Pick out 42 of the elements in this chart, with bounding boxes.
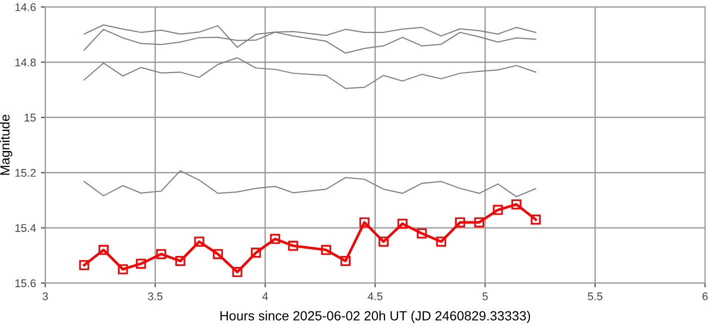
- point: [378, 236, 389, 247]
- line-series: [84, 28, 536, 54]
- point: [232, 267, 242, 278]
- point: [511, 199, 522, 210]
- point: [270, 234, 280, 244]
- point: [530, 214, 541, 225]
- point: [118, 264, 128, 274]
- y-tick-label: 15.4: [15, 224, 36, 232]
- y-tick-label: 15: [24, 114, 36, 122]
- line-series: [84, 170, 536, 198]
- point: [492, 204, 503, 215]
- x-tick-label: 6: [702, 292, 708, 300]
- y-tick-label: 15.2: [15, 168, 36, 177]
- y-tick-label: 15.6: [15, 279, 36, 288]
- y-tick-label: 14.6: [15, 3, 36, 12]
- point: [194, 236, 204, 247]
- point: [474, 217, 484, 228]
- point: [455, 217, 466, 228]
- x-axis-title: Hours since 2025-06-02 20h UT (JD 2460829.33333): [220, 310, 530, 324]
- line-series: [84, 57, 536, 89]
- x-tick-label: 5.5: [588, 292, 602, 300]
- point: [175, 256, 186, 266]
- x-tick-label: 4.5: [368, 292, 382, 300]
- point: [79, 260, 90, 270]
- point: [212, 249, 223, 260]
- point: [397, 218, 408, 229]
- point: [156, 249, 166, 260]
- x-tick-label: 3.5: [148, 292, 162, 300]
- point: [98, 244, 109, 255]
- point: [340, 256, 350, 266]
- x-tick-label: 4: [262, 292, 268, 300]
- point: [416, 228, 427, 238]
- point: [136, 258, 146, 269]
- point: [359, 217, 370, 228]
- point: [321, 244, 332, 255]
- y-axis-title: Magnitude: [0, 114, 12, 175]
- x-tick-label: 5: [482, 292, 488, 300]
- y-tick-label: 14.8: [15, 58, 36, 66]
- point: [288, 240, 298, 251]
- point: [250, 248, 261, 258]
- point: [436, 236, 446, 247]
- x-tick-label: 3: [42, 292, 48, 300]
